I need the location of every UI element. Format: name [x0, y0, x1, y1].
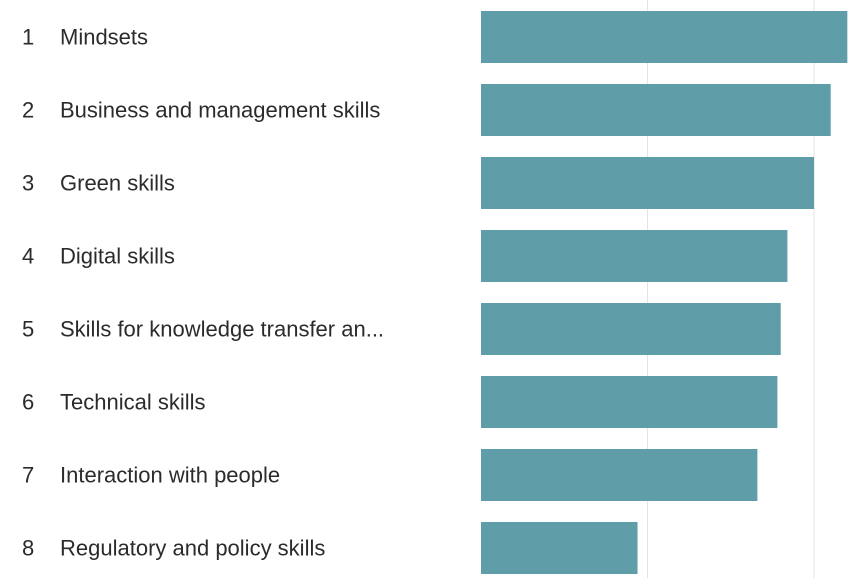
category-label-1: Mindsets [60, 25, 148, 50]
category-label-7: Interaction with people [60, 463, 280, 488]
rank-number-3: 3 [22, 171, 34, 196]
rank-number-7: 7 [22, 463, 34, 488]
rank-number-4: 4 [22, 244, 34, 269]
rank-number-5: 5 [22, 317, 34, 342]
bar-8[interactable] [481, 522, 638, 574]
bar-5[interactable] [481, 303, 781, 355]
bar-4[interactable] [481, 230, 788, 282]
category-label-8: Regulatory and policy skills [60, 536, 325, 561]
bar-1[interactable] [481, 11, 848, 63]
rank-number-1: 1 [22, 25, 34, 50]
category-label-3: Green skills [60, 171, 175, 196]
bar-7[interactable] [481, 449, 758, 501]
category-label-6: Technical skills [60, 390, 206, 415]
rank-number-8: 8 [22, 536, 34, 561]
rank-number-6: 6 [22, 390, 34, 415]
bar-3[interactable] [481, 157, 815, 209]
bar-6[interactable] [481, 376, 778, 428]
category-label-4: Digital skills [60, 244, 175, 269]
category-label-5: Skills for knowledge transfer an... [60, 317, 384, 342]
category-labels: 1 Mindsets 2 Business and management skills… [22, 25, 384, 561]
bars [481, 11, 848, 574]
bar-2[interactable] [481, 84, 831, 136]
category-label-2: Business and management skills [60, 98, 380, 123]
rank-number-2: 2 [22, 98, 34, 123]
